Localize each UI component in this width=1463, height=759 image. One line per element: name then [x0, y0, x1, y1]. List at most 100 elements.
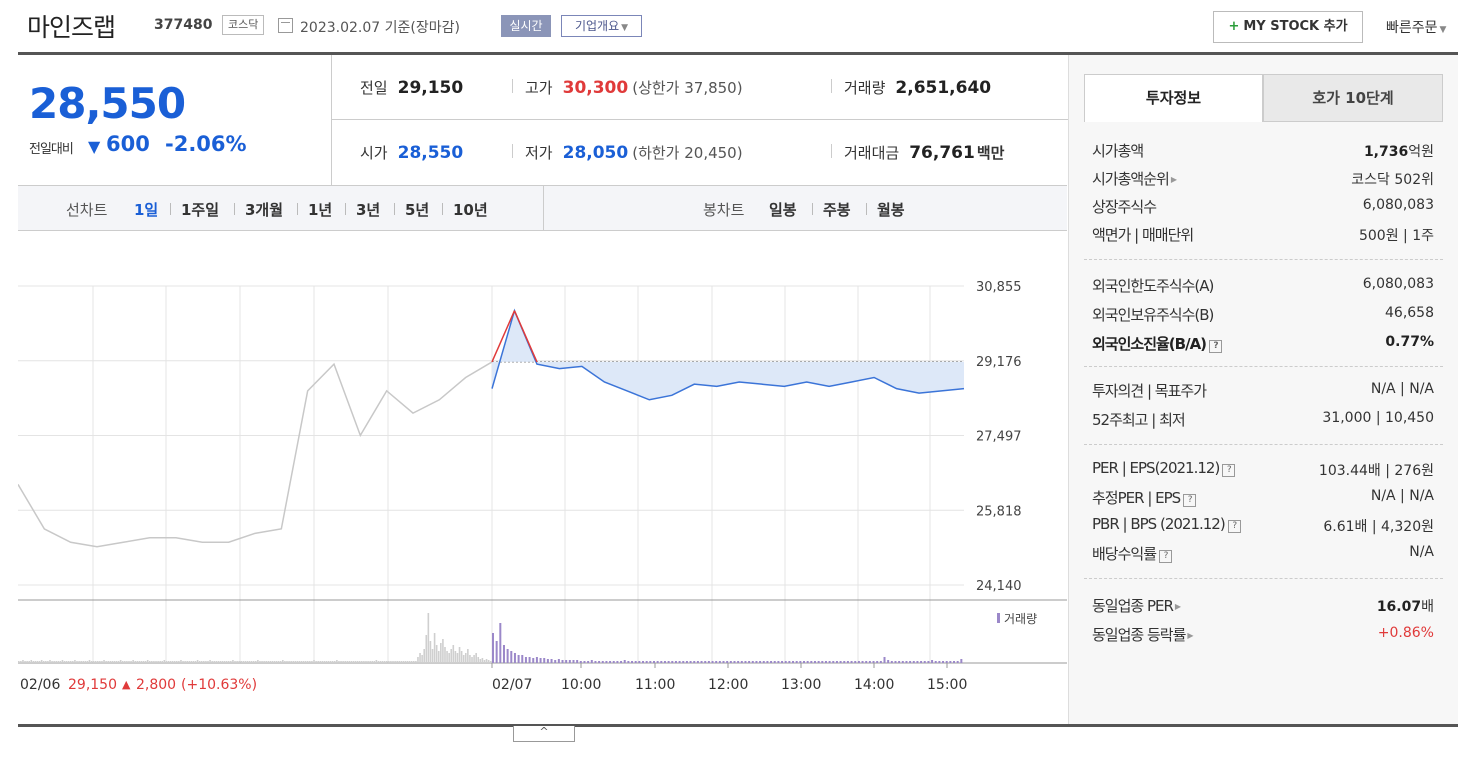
volume-bar [879, 661, 882, 663]
volume-bar [759, 661, 762, 663]
volume-bar [568, 660, 571, 663]
my-stock-add-button[interactable]: + MY STOCK 추가 [1213, 11, 1363, 43]
candle-daily[interactable]: 일봉 [769, 201, 797, 219]
current-price-box: 28,550 전일대비 ▼ 600 -2.06% [18, 55, 331, 185]
info-value: 6,080,083 [1362, 276, 1434, 292]
volume-bar [506, 649, 509, 663]
info-value: N/A | N/A [1370, 488, 1434, 504]
volume-bar [250, 661, 253, 663]
info-label[interactable]: 동일업종 PER ▶ [1092, 597, 1181, 615]
volume-bar [294, 661, 297, 663]
intraday-up-segment [513, 310, 538, 363]
current-price: 28,550 [29, 79, 186, 128]
volume-bar [221, 661, 224, 663]
company-overview-label: 기업개요 [574, 19, 620, 33]
volume-bar [269, 661, 272, 663]
divider [512, 79, 513, 93]
volume-bar [433, 633, 436, 663]
help-icon[interactable]: ? [1222, 464, 1236, 477]
divider [543, 186, 544, 230]
volume-bar [28, 661, 30, 663]
volume-bar [561, 660, 564, 663]
volume-bar [217, 661, 220, 663]
change-percent: -2.06% [165, 132, 247, 156]
help-icon[interactable]: ? [1159, 550, 1173, 563]
help-icon[interactable]: ? [1183, 494, 1197, 507]
volume-bar [920, 661, 923, 663]
period-1d[interactable]: 1일 [134, 201, 159, 219]
line-chart-label: 선차트 [66, 201, 108, 219]
info-label: 시가총액 [1092, 142, 1144, 160]
volume-bar [117, 661, 120, 663]
info-label[interactable]: 동일업종 등락률 ▶ [1092, 626, 1194, 644]
collapse-button[interactable]: ^ [513, 726, 575, 742]
volume-bar [631, 661, 634, 663]
volume-bar [649, 661, 652, 663]
volume-bar [524, 657, 527, 663]
period-1w[interactable]: 1주일 [181, 201, 220, 219]
volume-bar [400, 661, 403, 663]
volume-bar [390, 661, 392, 663]
volume-bar [363, 661, 365, 663]
volume-bar [277, 661, 280, 663]
volume-bar [868, 661, 871, 663]
volume-bar [263, 661, 265, 663]
info-label[interactable]: 시가총액순위 ▶ [1092, 170, 1177, 188]
volume-bar [207, 661, 209, 663]
volume-bar [111, 661, 114, 663]
open-price: 시가 28,550 [360, 143, 464, 163]
period-3m[interactable]: 3개월 [245, 201, 284, 219]
volume-bar [76, 661, 78, 663]
volume-bar [153, 661, 155, 663]
volume-bar [927, 661, 930, 663]
candle-monthly[interactable]: 월봉 [877, 201, 905, 219]
info-row: 52주최고 | 최저 31,000 | 10,450 [1084, 406, 1443, 432]
tab-invest-info[interactable]: 투자정보 [1084, 74, 1263, 122]
volume-bar [396, 661, 398, 663]
volume-bar [132, 660, 134, 663]
volume-bar [173, 661, 176, 663]
volume-bar [546, 659, 549, 663]
volume-bar [587, 661, 590, 663]
chart-toolbar: 선차트 1일 1주일 3개월 1년 3년 5년 10년 봉차트 일봉 주봉 월봉 [18, 185, 1067, 231]
help-icon[interactable]: ? [1227, 520, 1241, 533]
volume-bar [385, 661, 388, 663]
help-icon[interactable]: ? [1209, 340, 1223, 353]
volume-bar [105, 661, 107, 663]
company-overview-dropdown[interactable]: 기업개요 ▼ [561, 15, 642, 37]
volume-bar [890, 661, 893, 663]
period-10y[interactable]: 10년 [453, 201, 488, 219]
volume-bar [103, 660, 105, 663]
volume-bar [74, 660, 76, 663]
up-triangle-icon: ▲ [122, 678, 131, 691]
volume-bar [346, 661, 349, 663]
volume-bar [700, 661, 703, 663]
quick-order-dropdown[interactable]: 빠른주문 ▼ [1386, 17, 1446, 37]
volume-bar [255, 661, 257, 663]
info-value: 6,080,083 [1362, 197, 1434, 213]
candle-weekly[interactable]: 주봉 [823, 201, 851, 219]
stats-row: 전일 29,150 고가 30,300 (상한가 37,850) 거래량 2,651,6… [332, 55, 1068, 120]
volume-bar [452, 645, 455, 663]
volume-bar [485, 659, 488, 663]
volume-bar [456, 653, 459, 663]
volume-bar [30, 660, 33, 663]
divider [831, 144, 832, 158]
period-3y[interactable]: 3년 [356, 201, 381, 219]
volume-bar [53, 661, 55, 663]
volume-bar [194, 661, 197, 663]
volume-bar [329, 661, 332, 663]
volume-bar [186, 661, 188, 663]
volume-bar [748, 661, 751, 663]
realtime-button[interactable]: 실시간 [501, 15, 551, 37]
volume-bar [788, 661, 791, 663]
period-5y[interactable]: 5년 [405, 201, 430, 219]
volume-bar [248, 661, 251, 663]
volume-bar [773, 661, 776, 663]
volume-bar [839, 661, 842, 663]
x-tick-label: 14:00 [854, 677, 894, 693]
volume-bar [157, 661, 159, 663]
period-1y[interactable]: 1년 [308, 201, 333, 219]
price-chart[interactable]: 30,855 29,176 27,497 25,818 24,140 거래량 02/07 10… [18, 231, 1067, 711]
tab-order-book[interactable]: 호가 10단계 [1263, 74, 1443, 122]
